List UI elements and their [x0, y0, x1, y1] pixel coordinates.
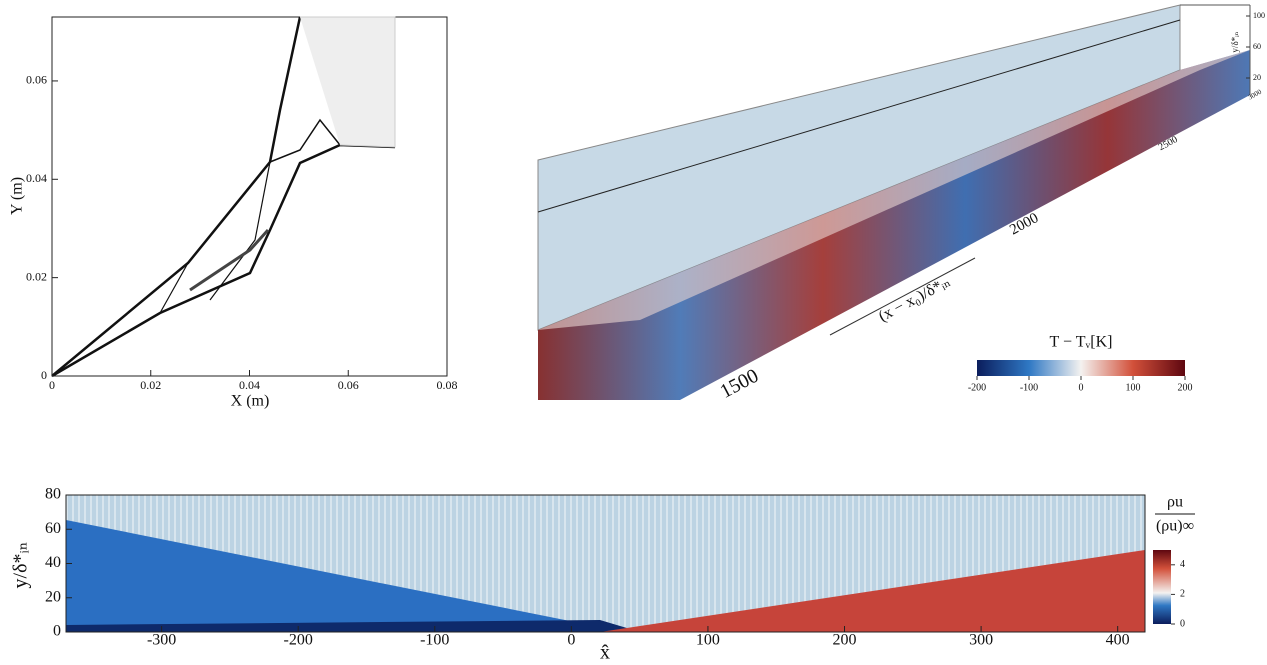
wall-layer [66, 620, 640, 632]
x-tick-label: -100 [420, 632, 449, 649]
colorbar [977, 360, 1185, 376]
y-tick-label: 100 [1253, 11, 1265, 20]
y-tick-label: 0 [53, 623, 61, 640]
y-tick-label: 20 [45, 588, 61, 605]
x-tick-label: 400 [1106, 632, 1130, 649]
x-tick-label: 300 [969, 632, 993, 649]
x-axis-label: X (m) [231, 393, 270, 410]
y-tick-label: 0.04 [26, 171, 47, 185]
colorbar-label-denominator: (ρu)∞ [1156, 518, 1194, 535]
y-tick-label: 0.06 [26, 73, 47, 87]
y-tick-label: 40 [45, 554, 61, 571]
x-tick-label: 0.04 [239, 378, 260, 392]
y-tick-label: 0 [41, 368, 47, 382]
y-tick-label: 60 [1253, 42, 1261, 51]
panel-c [65, 494, 1195, 633]
colorbar-tick-label: -100 [1020, 382, 1038, 393]
y-axis-label: y/δ*ᵢₙ [1230, 31, 1240, 52]
x-tick-label: -300 [147, 632, 176, 649]
colorbar-tick-label: 200 [1178, 382, 1193, 393]
y-tick-label: 20 [1253, 73, 1261, 82]
x-tick-label: 200 [833, 632, 857, 649]
colorbar-tick-label: -200 [968, 382, 986, 393]
shock-field [51, 16, 396, 378]
x-tick-label: 0.06 [338, 378, 359, 392]
panel-a [51, 16, 448, 378]
y-tick-label: 80 [45, 486, 61, 503]
colorbar-tick-label: 100 [1126, 382, 1141, 393]
colorbar-tick-label: 0 [1180, 618, 1185, 629]
y-tick-label: 0.02 [26, 269, 47, 283]
panel-b [537, 4, 1251, 400]
x-tick-label: 0.08 [437, 378, 458, 392]
x-tick-label: -200 [284, 632, 313, 649]
colorbar-label-numerator: ρu [1167, 494, 1183, 511]
low-momentum-region [66, 520, 595, 632]
colorbar-tick-label: 0 [1079, 382, 1084, 393]
x-tick-label: 100 [696, 632, 720, 649]
x-tick-label: 0 [567, 632, 575, 649]
x-tick-label: 0 [49, 378, 55, 392]
direction-arrow [829, 257, 976, 336]
colorbar-tick-label: 4 [1180, 559, 1185, 570]
shear-band [538, 50, 1250, 330]
y-tick-label: 60 [45, 520, 61, 537]
high-momentum-region [600, 550, 1145, 632]
turbulent-layer [538, 50, 1250, 400]
colorbar-tick-label: 2 [1180, 589, 1185, 600]
x-tick-label: 0.02 [140, 378, 161, 392]
y-axis-label: y/δ*ᵢₙ [10, 542, 32, 589]
x-axis-label: x̂ [600, 642, 610, 664]
shock-line [537, 19, 1181, 213]
colorbar [1153, 550, 1171, 624]
colorbar-label: T − Tᵥ[K] [1050, 334, 1113, 351]
y-axis-label: Y (m) [9, 177, 26, 215]
